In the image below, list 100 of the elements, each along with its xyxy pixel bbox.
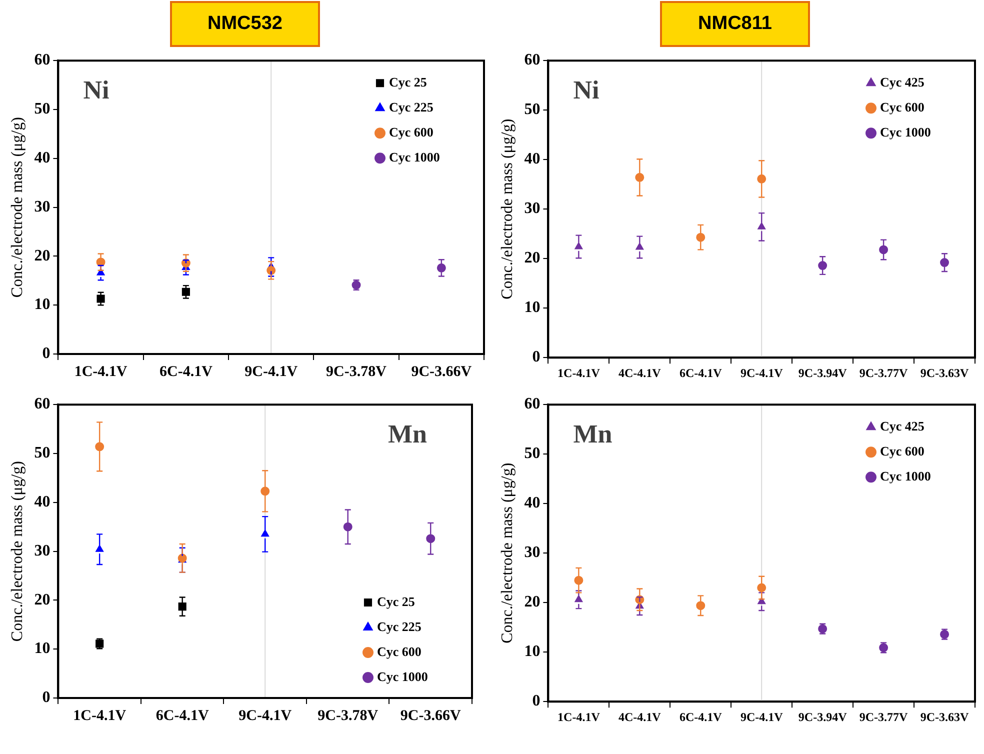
y-tick-label: 30 xyxy=(34,542,50,560)
annotation: Ni xyxy=(573,75,600,104)
legend-label: Cyc 25 xyxy=(389,74,428,90)
y-tick-label: 40 xyxy=(524,494,540,512)
annotation: Mn xyxy=(573,419,613,448)
y-tick-label: 0 xyxy=(532,348,540,366)
y-tick-label: 10 xyxy=(524,299,540,316)
y-tick-label: 10 xyxy=(34,640,50,658)
y-tick-label: 30 xyxy=(524,544,540,562)
legend-label: Cyc 600 xyxy=(377,644,422,659)
y-tick-label: 20 xyxy=(34,591,50,608)
y-tick-label: 10 xyxy=(34,296,50,314)
point xyxy=(178,602,186,611)
y-tick-label: 50 xyxy=(34,444,50,462)
point xyxy=(260,486,270,496)
y-tick-label: 30 xyxy=(34,198,50,216)
x-tick-label: 9C-3.94V xyxy=(798,710,848,724)
legend-label: Cyc 600 xyxy=(880,99,924,114)
y-tick-label: 0 xyxy=(42,345,50,362)
y-axis-title: Conc./electrode mass (μg/g) xyxy=(8,461,26,642)
point xyxy=(96,544,104,552)
point xyxy=(574,576,584,585)
x-tick-label: 1C-4.1V xyxy=(73,708,126,724)
point xyxy=(96,294,105,303)
point xyxy=(757,174,766,184)
point xyxy=(574,595,583,602)
point xyxy=(266,266,276,275)
legend-label: Cyc 225 xyxy=(389,99,434,114)
x-tick-label: 4C-4.1V xyxy=(618,710,662,724)
x-tick-label: 9C-3.63V xyxy=(920,710,970,724)
legend-label: Cyc 425 xyxy=(880,74,925,90)
y-tick-label: 0 xyxy=(532,692,540,710)
point xyxy=(426,534,436,544)
legend-label: Cyc 1000 xyxy=(880,124,931,140)
y-tick-label: 50 xyxy=(524,101,540,118)
x-tick-label: 9C-4.1V xyxy=(238,708,292,724)
legend-label: Cyc 1000 xyxy=(880,468,931,484)
y-tick-label: 60 xyxy=(524,52,540,69)
legend-label: Cyc 425 xyxy=(880,418,925,434)
y-tick-label: 30 xyxy=(524,200,540,218)
x-tick-label: 9C-3.78V xyxy=(326,364,387,380)
point xyxy=(940,258,950,268)
y-tick-label: 20 xyxy=(34,247,50,264)
y-axis-title: Conc./electrode mass (μg/g) xyxy=(8,117,26,298)
annotation: Mn xyxy=(388,419,428,448)
x-tick-label: 1C-4.1V xyxy=(558,710,600,724)
x-tick-label: 4C-4.1V xyxy=(618,366,662,380)
legend-label: Cyc 25 xyxy=(377,594,416,609)
chart-title: NMC532 xyxy=(170,1,320,47)
point xyxy=(757,583,766,592)
x-tick-label: 9C-3.77V xyxy=(859,710,908,724)
point xyxy=(96,268,105,276)
x-tick-label: 9C-3.77V xyxy=(859,366,908,380)
y-tick-label: 50 xyxy=(524,445,540,462)
annotation: Ni xyxy=(83,75,110,104)
legend-label: Cyc 600 xyxy=(389,124,434,140)
y-tick-label: 40 xyxy=(34,494,50,511)
y-tick-label: 60 xyxy=(524,396,540,413)
y-tick-label: 20 xyxy=(524,594,540,611)
x-tick-label: 9C-3.66V xyxy=(400,708,461,724)
point xyxy=(818,261,828,270)
point xyxy=(574,242,583,250)
point xyxy=(436,263,446,272)
x-tick-label: 6C-4.1V xyxy=(679,366,722,380)
legend-label: Cyc 600 xyxy=(880,443,924,458)
x-tick-label: 6C-4.1V xyxy=(679,710,722,724)
x-tick-label: 9C-4.1V xyxy=(244,364,298,380)
x-tick-label: 9C-3.94V xyxy=(798,366,848,380)
point xyxy=(879,245,888,254)
point xyxy=(343,522,352,532)
y-axis-title: Conc./electrode mass (μg/g) xyxy=(498,118,516,300)
y-axis-title: Conc./electrode mass (μg/g) xyxy=(498,462,516,644)
chart-title: NMC811 xyxy=(660,1,810,47)
legend-label: Cyc 1000 xyxy=(377,668,428,684)
point xyxy=(696,601,706,610)
x-tick-label: 6C-4.1V xyxy=(156,708,209,724)
x-tick-label: 1C-4.1V xyxy=(558,366,600,380)
y-tick-label: 40 xyxy=(524,150,540,168)
point xyxy=(95,442,104,452)
x-tick-label: 6C-4.1V xyxy=(159,364,213,380)
x-tick-label: 9C-3.66V xyxy=(411,364,472,380)
x-tick-label: 1C-4.1V xyxy=(74,364,128,380)
y-tick-label: 10 xyxy=(524,643,540,660)
point xyxy=(182,288,190,296)
y-tick-label: 60 xyxy=(34,396,50,413)
y-tick-label: 50 xyxy=(34,100,50,118)
point xyxy=(758,222,766,230)
x-tick-label: 9C-3.78V xyxy=(318,708,378,724)
point xyxy=(696,232,706,242)
y-tick-label: 0 xyxy=(42,689,50,706)
x-tick-label: 9C-4.1V xyxy=(740,366,784,380)
point xyxy=(636,242,644,250)
point xyxy=(261,530,270,537)
y-tick-label: 60 xyxy=(34,52,50,69)
x-tick-label: 9C-3.63V xyxy=(920,366,970,380)
y-tick-label: 40 xyxy=(34,150,50,167)
y-tick-label: 20 xyxy=(524,250,540,267)
point xyxy=(635,172,644,182)
x-tick-label: 9C-4.1V xyxy=(740,710,784,724)
legend-label: Cyc 1000 xyxy=(389,149,440,164)
